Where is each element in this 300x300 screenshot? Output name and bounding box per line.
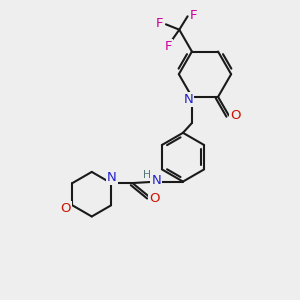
- Text: F: F: [156, 16, 164, 30]
- Text: O: O: [230, 109, 241, 122]
- Text: N: N: [107, 171, 116, 184]
- Text: F: F: [190, 9, 197, 22]
- Text: N: N: [152, 175, 161, 188]
- Text: H: H: [143, 170, 151, 180]
- Text: O: O: [149, 192, 160, 205]
- Text: N: N: [184, 93, 193, 106]
- Text: F: F: [165, 40, 172, 53]
- Text: O: O: [61, 202, 71, 215]
